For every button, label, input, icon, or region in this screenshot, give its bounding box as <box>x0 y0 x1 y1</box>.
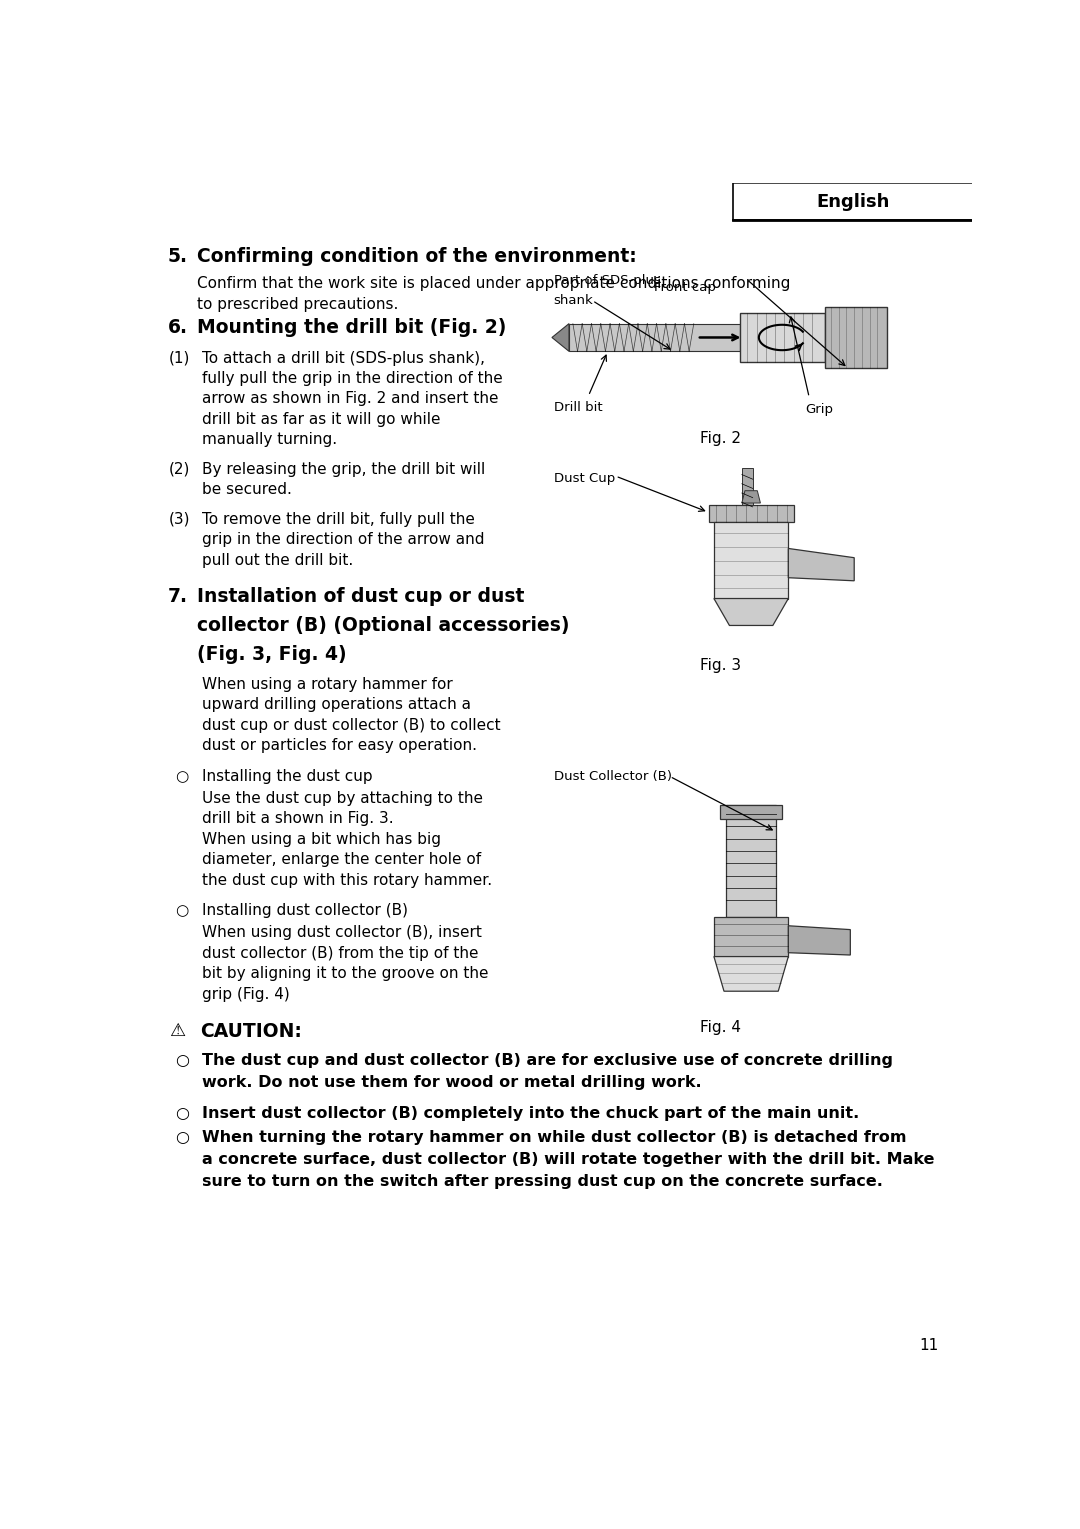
Text: (2): (2) <box>170 462 190 477</box>
Text: 5.: 5. <box>167 246 188 266</box>
Text: arrow as shown in Fig. 2 and insert the: arrow as shown in Fig. 2 and insert the <box>202 391 498 407</box>
Polygon shape <box>569 324 740 352</box>
Text: ○: ○ <box>175 769 189 784</box>
Text: bit by aligning it to the groove on the: bit by aligning it to the groove on the <box>202 966 488 982</box>
Text: 11: 11 <box>920 1338 939 1353</box>
Text: dust collector (B) from the tip of the: dust collector (B) from the tip of the <box>202 946 478 960</box>
Polygon shape <box>714 598 788 625</box>
Text: By releasing the grip, the drill bit will: By releasing the grip, the drill bit wil… <box>202 462 485 477</box>
Text: Insert dust collector (B) completely into the chuck part of the main unit.: Insert dust collector (B) completely int… <box>202 1107 859 1121</box>
Polygon shape <box>714 521 788 598</box>
Text: Drill bit: Drill bit <box>554 401 603 414</box>
Text: ○: ○ <box>175 1053 189 1069</box>
Text: diameter, enlarge the center hole of: diameter, enlarge the center hole of <box>202 852 481 867</box>
Text: When turning the rotary hammer on while dust collector (B) is detached from: When turning the rotary hammer on while … <box>202 1130 906 1145</box>
Text: When using a rotary hammer for: When using a rotary hammer for <box>202 677 453 693</box>
Polygon shape <box>708 505 794 521</box>
Text: (Fig. 3, Fig. 4): (Fig. 3, Fig. 4) <box>197 645 347 664</box>
Text: collector (B) (Optional accessories): collector (B) (Optional accessories) <box>197 616 569 635</box>
Text: Mounting the drill bit (Fig. 2): Mounting the drill bit (Fig. 2) <box>197 318 507 338</box>
Text: To remove the drill bit, fully pull the: To remove the drill bit, fully pull the <box>202 512 474 528</box>
Text: dust or particles for easy operation.: dust or particles for easy operation. <box>202 739 476 754</box>
Polygon shape <box>740 313 825 362</box>
Text: To attach a drill bit (SDS-plus shank),: To attach a drill bit (SDS-plus shank), <box>202 350 485 365</box>
Text: ○: ○ <box>175 904 189 917</box>
Text: Fig. 4: Fig. 4 <box>700 1020 741 1035</box>
Text: Grip: Grip <box>806 404 834 416</box>
Text: Dust Cup: Dust Cup <box>554 472 615 485</box>
Text: 6.: 6. <box>167 318 188 338</box>
Text: ○: ○ <box>175 1107 189 1121</box>
Text: When using a bit which has big: When using a bit which has big <box>202 832 441 847</box>
Text: sure to turn on the switch after pressing dust cup on the concrete surface.: sure to turn on the switch after pressin… <box>202 1174 882 1190</box>
Text: dust cup or dust collector (B) to collect: dust cup or dust collector (B) to collec… <box>202 717 500 732</box>
Text: Confirm that the work site is placed under appropriate conditions conforming: Confirm that the work site is placed und… <box>197 275 791 291</box>
Polygon shape <box>742 468 753 509</box>
Text: ⚠: ⚠ <box>170 1023 186 1040</box>
Polygon shape <box>788 925 850 956</box>
Text: When using dust collector (B), insert: When using dust collector (B), insert <box>202 925 482 940</box>
Text: grip in the direction of the arrow and: grip in the direction of the arrow and <box>202 532 484 547</box>
Text: Front cap: Front cap <box>654 281 716 294</box>
Polygon shape <box>714 916 788 957</box>
Polygon shape <box>714 957 788 991</box>
Polygon shape <box>727 804 775 916</box>
Polygon shape <box>552 324 569 352</box>
Polygon shape <box>825 307 887 368</box>
Text: (3): (3) <box>170 512 190 528</box>
Text: CAUTION:: CAUTION: <box>200 1023 302 1041</box>
Text: English: English <box>816 193 889 211</box>
Polygon shape <box>720 804 782 818</box>
Text: Installation of dust cup or dust: Installation of dust cup or dust <box>197 587 525 605</box>
Text: drill bit as far as it will go while: drill bit as far as it will go while <box>202 411 441 427</box>
Text: Fig. 3: Fig. 3 <box>700 657 741 673</box>
Text: be secured.: be secured. <box>202 482 292 497</box>
Text: The dust cup and dust collector (B) are for exclusive use of concrete drilling: The dust cup and dust collector (B) are … <box>202 1053 893 1069</box>
Text: drill bit a shown in Fig. 3.: drill bit a shown in Fig. 3. <box>202 812 393 826</box>
Text: grip (Fig. 4): grip (Fig. 4) <box>202 986 289 1001</box>
Text: Use the dust cup by attaching to the: Use the dust cup by attaching to the <box>202 790 483 806</box>
Text: fully pull the grip in the direction of the: fully pull the grip in the direction of … <box>202 372 502 385</box>
Text: the dust cup with this rotary hammer.: the dust cup with this rotary hammer. <box>202 873 491 888</box>
Text: work. Do not use them for wood or metal drilling work.: work. Do not use them for wood or metal … <box>202 1075 701 1090</box>
Text: upward drilling operations attach a: upward drilling operations attach a <box>202 697 471 713</box>
Text: (1): (1) <box>170 350 190 365</box>
Text: shank: shank <box>554 294 593 307</box>
Text: a concrete surface, dust collector (B) will rotate together with the drill bit. : a concrete surface, dust collector (B) w… <box>202 1153 934 1167</box>
Text: 7.: 7. <box>167 587 188 605</box>
Text: pull out the drill bit.: pull out the drill bit. <box>202 552 353 567</box>
Text: Installing dust collector (B): Installing dust collector (B) <box>202 904 407 917</box>
Text: Confirming condition of the environment:: Confirming condition of the environment: <box>197 246 637 266</box>
Polygon shape <box>788 549 854 581</box>
Polygon shape <box>742 491 760 503</box>
Text: ○: ○ <box>175 1130 189 1145</box>
Text: Dust Collector (B): Dust Collector (B) <box>554 771 672 783</box>
Text: Fig. 2: Fig. 2 <box>700 431 741 446</box>
Text: manually turning.: manually turning. <box>202 433 337 446</box>
Text: to prescribed precautions.: to prescribed precautions. <box>197 297 399 312</box>
Text: Part of SDS-plus: Part of SDS-plus <box>554 274 660 287</box>
Text: Installing the dust cup: Installing the dust cup <box>202 769 373 784</box>
